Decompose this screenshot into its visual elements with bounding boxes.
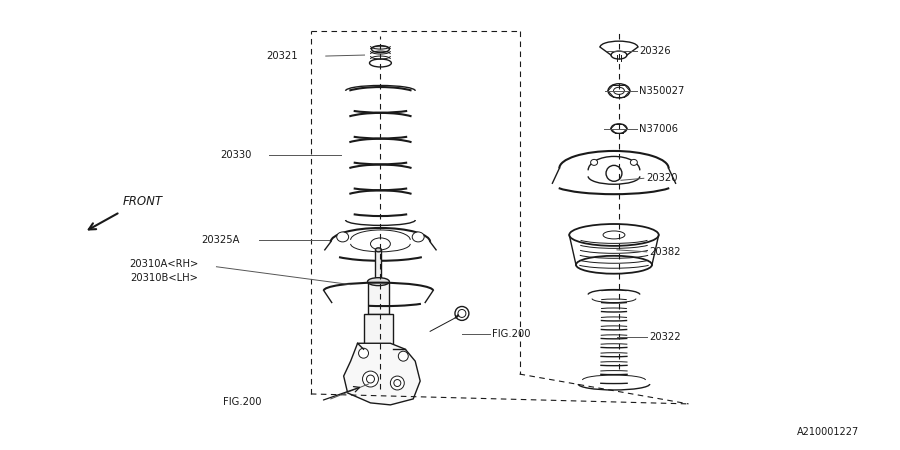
Text: 20310A<RH>: 20310A<RH> [130, 259, 199, 269]
Ellipse shape [370, 59, 392, 67]
Ellipse shape [366, 375, 374, 383]
Ellipse shape [391, 376, 404, 390]
Text: 20382: 20382 [649, 247, 680, 257]
Ellipse shape [371, 238, 391, 250]
Text: 20326: 20326 [639, 46, 670, 56]
Text: 20322: 20322 [649, 332, 680, 342]
Polygon shape [344, 343, 420, 405]
Text: FRONT: FRONT [123, 195, 163, 208]
Text: A210001227: A210001227 [797, 427, 859, 436]
Ellipse shape [358, 348, 368, 358]
Text: 20330: 20330 [220, 150, 251, 161]
Text: 20310B<LH>: 20310B<LH> [130, 273, 199, 283]
Polygon shape [367, 282, 390, 315]
Ellipse shape [630, 159, 637, 165]
Ellipse shape [576, 256, 652, 274]
Ellipse shape [363, 371, 378, 387]
Ellipse shape [606, 165, 622, 181]
Ellipse shape [608, 84, 630, 98]
Ellipse shape [603, 231, 625, 239]
Ellipse shape [570, 224, 659, 246]
Ellipse shape [455, 306, 469, 320]
Ellipse shape [367, 278, 390, 286]
Ellipse shape [375, 248, 382, 252]
Ellipse shape [337, 232, 348, 242]
Text: N37006: N37006 [639, 124, 678, 134]
Text: FIG.200: FIG.200 [491, 329, 530, 339]
Text: 20325A: 20325A [201, 235, 239, 245]
Ellipse shape [412, 232, 424, 242]
Ellipse shape [372, 45, 390, 53]
Text: 20320: 20320 [646, 173, 678, 183]
Ellipse shape [394, 379, 400, 387]
Polygon shape [364, 315, 393, 349]
Ellipse shape [611, 51, 627, 59]
Text: N350027: N350027 [639, 86, 684, 96]
Ellipse shape [590, 159, 598, 165]
Ellipse shape [458, 310, 466, 317]
Ellipse shape [611, 124, 627, 133]
Polygon shape [375, 250, 382, 282]
Text: FIG.200: FIG.200 [223, 397, 262, 407]
Ellipse shape [399, 351, 409, 361]
Text: 20321: 20321 [266, 51, 298, 61]
Ellipse shape [614, 87, 625, 94]
